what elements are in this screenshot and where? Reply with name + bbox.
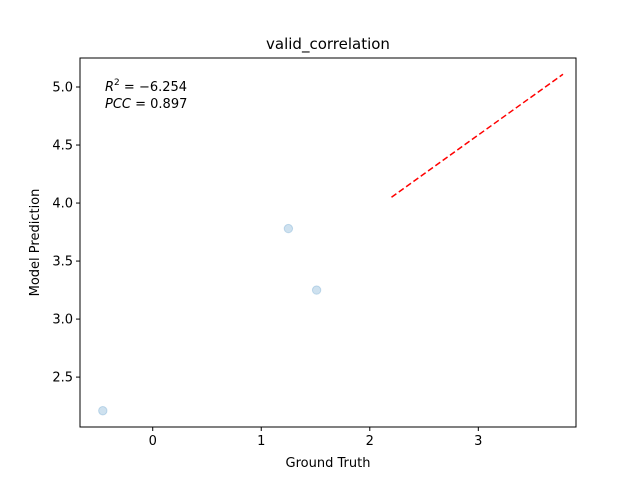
y-tick-label: 5.0 (52, 81, 73, 96)
x-tick-label: 0 (149, 434, 157, 449)
x-axis-label: Ground Truth (286, 456, 371, 471)
points-layer (98, 223, 322, 416)
x-tick-label: 1 (257, 434, 265, 449)
r2-superscript: 2 (114, 78, 120, 88)
y-axis: 2.5 3.0 3.5 4.0 4.5 5.0 (52, 81, 80, 386)
data-point (283, 223, 294, 234)
r2-symbol: R (105, 80, 114, 95)
x-tick-label: 2 (366, 434, 374, 449)
plot-frame (79, 57, 577, 428)
y-tick-label: 2.5 (52, 371, 73, 386)
r2-annotation: R2 = −6.254 (105, 78, 187, 95)
y-tick-label: 3.0 (52, 313, 73, 328)
pcc-value: = 0.897 (131, 97, 187, 112)
pcc-symbol: PCC (105, 97, 132, 112)
fit-line-layer (391, 73, 564, 198)
r2-value: = −6.254 (120, 80, 187, 95)
pcc-annotation: PCC = 0.897 (105, 97, 187, 112)
y-tick-label: 3.5 (52, 255, 73, 270)
plot-area (80, 58, 576, 427)
x-tick-label: 3 (474, 434, 482, 449)
y-tick-label: 4.5 (52, 139, 73, 154)
data-point (98, 406, 108, 416)
data-point (311, 285, 322, 295)
regression-line (391, 73, 564, 198)
chart-title: valid_correlation (266, 35, 390, 54)
x-axis: 0 1 2 3 (149, 427, 482, 449)
y-tick-label: 4.0 (52, 197, 73, 212)
y-axis-label: Model Prediction (28, 189, 43, 297)
